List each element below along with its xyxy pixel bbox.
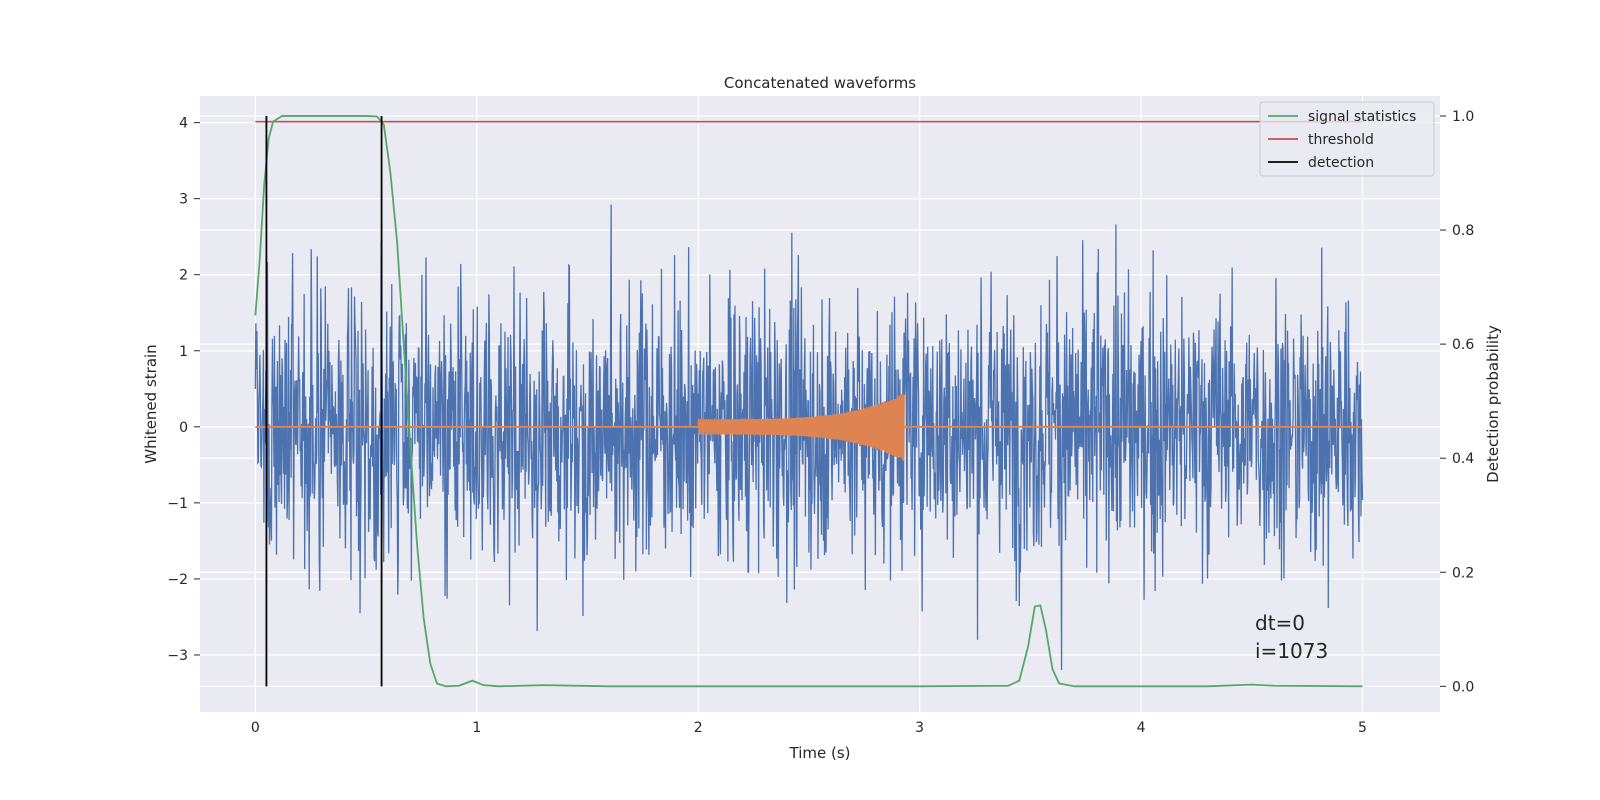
signal-statistics-line bbox=[254, 115, 1363, 688]
x-tick-label: 4 bbox=[1137, 720, 1146, 736]
x-axis-label: Time (s) bbox=[789, 744, 851, 762]
y-tick-label: 3 bbox=[179, 192, 188, 208]
y2-axis-label: Detection probability bbox=[1484, 325, 1502, 483]
chirp-series bbox=[255, 394, 1363, 461]
x-tick-label: 1 bbox=[472, 720, 481, 736]
y-tick-label: 4 bbox=[179, 116, 188, 132]
annotation-dt: dt=0 bbox=[1255, 611, 1305, 635]
y2-tick-label: 1.0 bbox=[1452, 109, 1474, 125]
y-tick-label: 0 bbox=[179, 420, 188, 436]
ticks: 0 1 2 3 4 5 −3 −2 −1 0 1 2 3 4 0.0 0.2 0.4 0.6 0.8 1.0 bbox=[167, 109, 1474, 736]
y-tick-label: −2 bbox=[167, 572, 188, 588]
x-tick-label: 3 bbox=[915, 720, 924, 736]
x-tick-label: 2 bbox=[694, 720, 703, 736]
y-tick-label: 2 bbox=[179, 268, 188, 284]
legend-label-detection: detection bbox=[1308, 155, 1374, 171]
x-tick-label: 0 bbox=[251, 720, 260, 736]
legend-box bbox=[1259, 101, 1435, 177]
noise-series bbox=[254, 204, 1364, 671]
y2-tick-label: 0.4 bbox=[1452, 451, 1474, 467]
annotation-i: i=1073 bbox=[1255, 639, 1328, 663]
legend: signal statistics threshold detection bbox=[1259, 101, 1435, 177]
y2-tick-label: 0.6 bbox=[1452, 337, 1474, 353]
y2-tick-label: 0.8 bbox=[1452, 223, 1474, 239]
chart-title: Concatenated waveforms bbox=[724, 74, 916, 92]
legend-label-threshold: threshold bbox=[1308, 132, 1374, 148]
y2-tick-label: 0.2 bbox=[1452, 565, 1474, 581]
x-tick-label: 5 bbox=[1358, 720, 1367, 736]
legend-label-signal-statistics: signal statistics bbox=[1308, 109, 1416, 125]
probability-series bbox=[254, 115, 1363, 688]
y2-tick-label: 0.0 bbox=[1452, 679, 1474, 695]
y-tick-label: −3 bbox=[167, 648, 188, 664]
y-tick-label: 1 bbox=[179, 344, 188, 360]
y-tick-label: −1 bbox=[167, 496, 188, 512]
y-axis-label: Whitened strain bbox=[142, 344, 160, 463]
chirp-line bbox=[697, 394, 905, 461]
noise-line bbox=[254, 204, 1364, 671]
